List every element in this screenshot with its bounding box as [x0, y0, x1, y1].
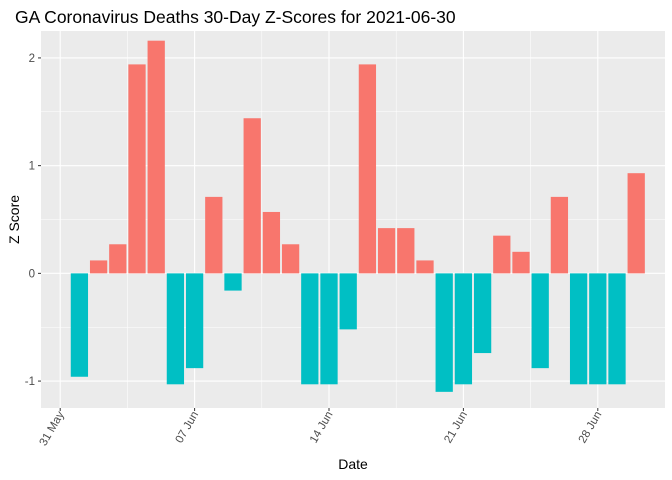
bar [243, 118, 261, 274]
x-axis-title: Date [338, 456, 368, 472]
y-tick-label: 2 [29, 53, 35, 65]
bar [531, 273, 549, 369]
bar [128, 64, 146, 274]
bar [166, 273, 185, 385]
bar [435, 273, 453, 392]
x-tick-label: 21 Jun [442, 410, 470, 446]
bar [147, 40, 165, 274]
bar [358, 64, 377, 274]
bars [70, 40, 645, 392]
bar [89, 260, 108, 274]
x-tick-label: 14 Jun [308, 410, 336, 446]
bar [262, 211, 281, 274]
bar [569, 273, 588, 385]
bar [550, 196, 569, 274]
bar [608, 273, 626, 385]
bar [70, 273, 89, 377]
x-axis: 31 May 07 Jun 14 Jun 21 Jun 28 Jun [38, 408, 605, 448]
bar [416, 260, 434, 274]
bar [301, 273, 319, 385]
x-tick-label: 07 Jun [174, 410, 202, 446]
bar [320, 273, 338, 385]
y-tick-label: 1 [29, 161, 35, 173]
bar [224, 273, 242, 291]
bar [627, 173, 645, 274]
bar [493, 235, 511, 274]
x-tick-label: 31 May [38, 409, 67, 448]
bar [473, 273, 492, 354]
bar [377, 228, 396, 274]
bar [109, 244, 127, 274]
bar [339, 273, 357, 330]
bar [589, 273, 607, 385]
bar [397, 228, 415, 274]
x-tick-label: 28 Jun [577, 410, 605, 446]
bar [185, 273, 204, 369]
y-axis-title: Z Score [6, 195, 22, 244]
chart-title: GA Coronavirus Deaths 30-Day Z-Scores fo… [15, 7, 456, 27]
bar [512, 251, 530, 274]
bar [454, 273, 473, 385]
y-tick-label: -1 [25, 376, 35, 388]
bar [205, 196, 223, 274]
bar [281, 244, 300, 274]
y-axis: -1 0 1 2 [25, 53, 41, 388]
y-tick-label: 0 [29, 268, 35, 280]
